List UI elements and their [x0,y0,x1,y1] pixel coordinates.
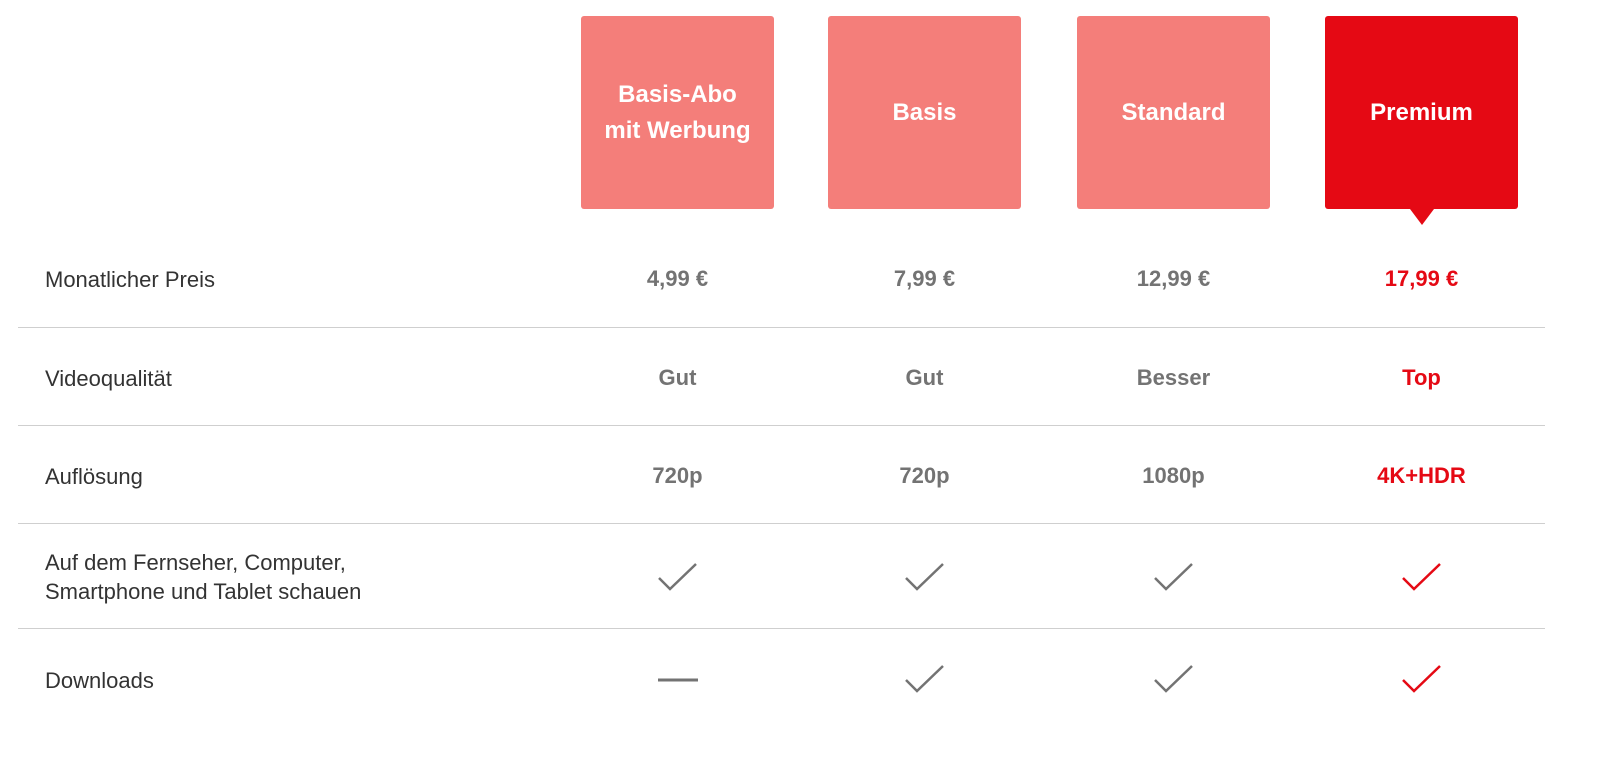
feature-mark [1325,561,1518,593]
feature-mark [828,663,1021,695]
feature-label: Auflösung [45,464,143,489]
plan-value: 17,99 € [1384,266,1459,291]
check-icon [1153,563,1193,591]
dash-icon [657,678,698,682]
plan-value: Gut [658,365,697,390]
plan-card-standard[interactable]: Standard [1077,16,1270,209]
feature-mark [828,561,1021,593]
row-divider [18,327,1545,328]
plan-value: Besser [1136,365,1211,390]
feature-mark [581,675,774,685]
plan-value: 720p [899,463,950,488]
plan-value: 4,99 € [646,266,709,291]
check-icon [904,665,944,693]
plan-value: 12,99 € [1136,266,1211,291]
plan-value: 4K+HDR [1377,463,1466,488]
plan-value: Top [1402,365,1441,390]
plan-name: Basis-Abo mit Werbung [604,80,751,144]
plan-card-basis[interactable]: Basis [828,16,1021,209]
plan-card-premium[interactable]: Premium [1325,16,1518,225]
check-icon [1153,665,1193,693]
plan-name: Basis [892,98,957,126]
feature-label: Downloads [45,668,154,693]
feature-mark [1325,663,1518,695]
feature-mark [1077,561,1270,593]
row-divider [18,425,1545,426]
plan-name: Premium [1370,98,1473,126]
plan-value: 7,99 € [893,266,956,291]
plan-value: 1080p [1142,463,1205,488]
feature-label: Videoqualität [45,366,172,391]
check-icon [904,563,944,591]
check-icon [657,563,697,591]
row-divider [18,523,1545,524]
check-icon [1401,563,1441,591]
check-icon [1401,665,1441,693]
feature-label: Auf dem Fernseher, Computer, Smartphone … [45,550,362,604]
plan-card-basis-abo-mit-werbung[interactable]: Basis-Abo mit Werbung [581,16,774,209]
plan-name: Standard [1121,98,1226,126]
feature-mark [1077,663,1270,695]
plan-value: 720p [652,463,703,488]
row-divider [18,628,1545,629]
plan-value: Gut [905,365,944,390]
feature-label: Monatlicher Preis [45,267,215,292]
feature-mark [581,561,774,593]
